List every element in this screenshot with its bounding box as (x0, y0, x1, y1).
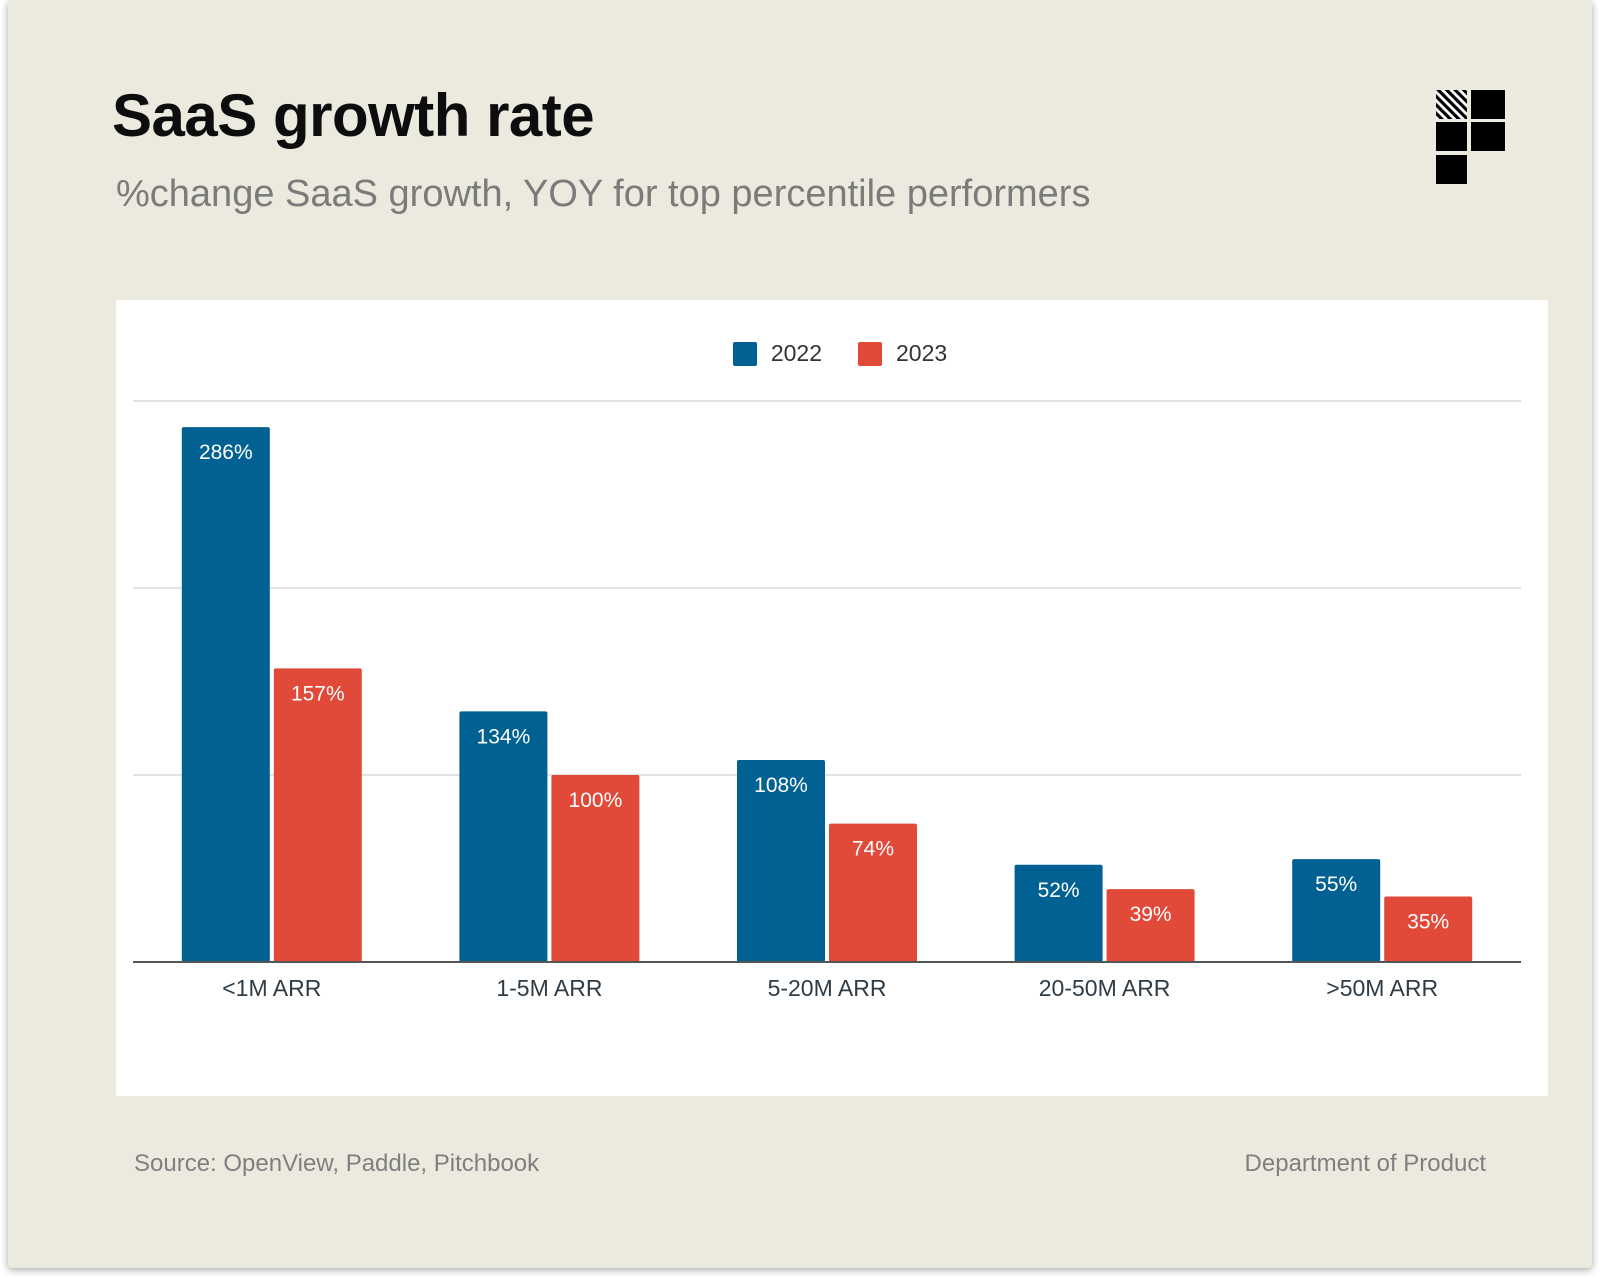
bar-2022-4 (1292, 859, 1381, 962)
legend-item-2022: 2022 (732, 340, 822, 367)
bar-2022-0 (181, 427, 270, 962)
legend-swatch-2022 (732, 341, 757, 366)
data-label-2023-0: 157% (291, 682, 345, 705)
data-label-2023-2: 74% (852, 838, 894, 861)
legend-item-2023: 2023 (858, 340, 947, 367)
page-subtitle: %change SaaS growth, YOY for top percent… (116, 173, 1091, 215)
chart-panel: 2022 2023 286% 157% <1M ARR 134% 100% 1-5M AR… (116, 300, 1548, 1096)
data-label-2023-1: 100% (569, 789, 623, 812)
bar-2023-0 (273, 668, 362, 962)
x-tick-label-3: 20-50M ARR (1039, 975, 1171, 1001)
page-title: SaaS growth rate (112, 82, 595, 149)
brand-name: Department of Product (1244, 1150, 1486, 1177)
x-tick-label-0: <1M ARR (222, 975, 321, 1001)
data-label-2022-0: 286% (199, 441, 253, 464)
x-tick-label-4: >50M ARR (1326, 975, 1438, 1001)
x-tick-label-1: 1-5M ARR (496, 975, 602, 1001)
chart-legend: 2022 2023 (116, 340, 1548, 367)
data-label-2023-4: 35% (1407, 911, 1449, 934)
bar-2023-1 (551, 775, 640, 962)
data-label-2022-2: 108% (754, 774, 808, 797)
bar-2022-3 (1014, 864, 1103, 962)
legend-swatch-2023 (858, 341, 882, 366)
chart-card: SaaS growth rate %change SaaS growth, YO… (8, 0, 1592, 1268)
bar-chart: 286% 157% <1M ARR 134% 100% 1-5M ARR 108% 74% 5-… (133, 400, 1521, 1001)
legend-label-2023: 2023 (896, 340, 948, 366)
bar-2023-4 (1384, 896, 1473, 962)
data-label-2022-3: 52% (1038, 879, 1080, 902)
data-label-2022-4: 55% (1315, 873, 1357, 896)
x-tick-label-2: 5-20M ARR (768, 975, 887, 1001)
bar-2022-2 (737, 760, 825, 962)
bar-2023-3 (1106, 889, 1195, 962)
department-of-product-logo-icon (1436, 90, 1505, 184)
bar-2022-1 (459, 711, 548, 962)
source-note: Source: OpenView, Paddle, Pitchbook (134, 1150, 540, 1177)
data-label-2023-3: 39% (1130, 903, 1172, 926)
legend-label-2022: 2022 (770, 340, 822, 366)
bar-2023-2 (829, 823, 917, 962)
data-label-2022-1: 134% (477, 725, 531, 748)
